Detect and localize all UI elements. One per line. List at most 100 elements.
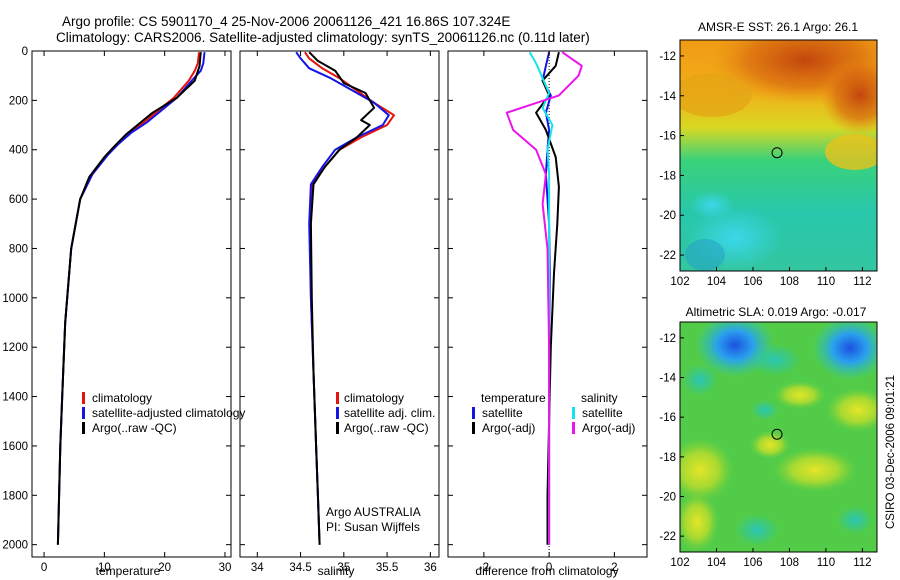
map-x-tick-label: 106 <box>743 276 762 288</box>
sla-map-image <box>680 322 877 552</box>
sla-map-frame <box>679 321 878 553</box>
salinity-legend: climatology satellite adj. clim. Argo(..… <box>336 391 435 435</box>
sla-map-title: Altimetric SLA: 0.019 Argo: -0.017 <box>686 305 867 319</box>
sla-argo-location-marker <box>771 428 783 440</box>
salinity-xlabel: salinity <box>318 564 355 578</box>
y-tick-label: 2000 <box>2 540 28 552</box>
sst-argo-location-marker <box>771 147 783 159</box>
map-y-tick-label: -16 <box>659 131 676 143</box>
y-tick-label: 1600 <box>2 441 28 453</box>
salinity-panel: 34 34.5 35 35.5 36 salinity climatology sate… <box>239 50 440 578</box>
map-y-tick-label: -12 <box>659 51 676 63</box>
x-tick-label: 34 <box>251 562 264 574</box>
legend-swatch-temp-argo <box>472 422 475 434</box>
difference-legend-sal-satellite: satellite <box>582 406 623 420</box>
map-x-tick-label: 108 <box>780 276 799 288</box>
map-y-tick-label: -22 <box>659 250 676 262</box>
map-x-tick-label: 106 <box>743 557 762 569</box>
sst-map-title: AMSR-E SST: 26.1 Argo: 26.1 <box>698 20 858 34</box>
series-line-satellite-adjusted-climatology <box>56 52 206 545</box>
figure-title-line1: Argo profile: CS 5901170_4 25-Nov-2006 2… <box>62 14 510 29</box>
map-y-tick-label: -20 <box>659 210 676 222</box>
legend-swatch-argo <box>82 422 85 434</box>
x-tick-label: 2 <box>611 562 617 574</box>
salinity-legend-climatology: climatology <box>344 391 404 405</box>
sst-map-panel: AMSR-E SST: 26.1 Argo: 26.1 102 104 106 108… <box>659 20 878 288</box>
y-tick-label: 1800 <box>2 490 28 502</box>
map-y-tick-label: -14 <box>659 91 676 103</box>
sst-map-image <box>680 40 877 271</box>
y-tick-label: 200 <box>9 95 28 107</box>
map-x-tick-label: 102 <box>670 276 689 288</box>
y-tick-label: 1000 <box>2 293 28 305</box>
salinity-annotation-line2: PI: Susan Wijffels <box>326 520 420 534</box>
temperature-panel: 0 10 20 30 0 200 400 600 800 1000 1200 1400 1600 1800… <box>2 46 245 578</box>
salinity-legend-argo: Argo(..raw -QC) <box>344 421 429 435</box>
y-tick-label: 0 <box>22 46 28 58</box>
map-x-tick-label: 110 <box>817 557 835 569</box>
y-tick-label: 600 <box>9 194 28 206</box>
y-tick-label: 800 <box>9 243 28 255</box>
map-y-tick-label: -18 <box>659 170 676 182</box>
salinity-axes-frame <box>239 50 440 558</box>
difference-legend-title-temperature: temperature <box>481 391 546 405</box>
map-x-tick-label: 104 <box>707 557 727 569</box>
temperature-legend-climatology: climatology <box>92 391 152 405</box>
figure-title-line2: Climatology: CARS2006. Satellite-adjuste… <box>56 30 590 45</box>
map-x-tick-label: 108 <box>780 557 799 569</box>
legend-swatch-satellite-adjusted <box>82 407 85 419</box>
legend-swatch-climatology <box>336 392 339 404</box>
map-x-tick-label: 102 <box>670 557 689 569</box>
x-tick-label: 10 <box>98 562 111 574</box>
salinity-ticks-group: 34 34.5 35 35.5 36 <box>240 50 439 574</box>
legend-swatch-argo <box>336 422 339 434</box>
map-x-tick-label: 110 <box>817 276 835 288</box>
salinity-legend-satellite-adj: satellite adj. clim. <box>344 406 435 420</box>
legend-swatch-sal-argo <box>572 422 575 434</box>
legend-swatch-sal-satellite <box>572 407 575 419</box>
temperature-series-group <box>56 52 206 545</box>
difference-legend-temp-satellite: satellite <box>482 406 523 420</box>
difference-legend-title-salinity: salinity <box>581 391 618 405</box>
difference-axes-frame <box>447 50 648 558</box>
x-tick-label: 36 <box>424 562 437 574</box>
series-line-satellite-adj-clim <box>295 51 390 545</box>
difference-panel: -2 0 2 difference from climatology tempera… <box>447 50 648 578</box>
difference-series-group <box>505 51 583 557</box>
series-line-salinity-argo-adj <box>505 51 583 545</box>
side-timestamp-label: CSIRO 03-Dec-2006 09:01:21 <box>885 375 897 529</box>
temperature-axes-frame <box>31 50 232 558</box>
x-tick-label: 35.5 <box>376 562 398 574</box>
series-line-argo-raw-qc <box>56 52 202 545</box>
temperature-legend-argo: Argo(..raw -QC) <box>92 421 177 435</box>
map-y-tick-label: -12 <box>659 333 676 345</box>
sla-map-panel: Altimetric SLA: 0.019 Argo: -0.017 102 10… <box>659 305 878 569</box>
series-line-argo-raw-qc <box>308 51 376 545</box>
series-line-climatology <box>56 52 200 545</box>
salinity-annotation-line1: Argo AUSTRALIA <box>326 505 421 519</box>
map-x-tick-label: 112 <box>853 276 871 288</box>
difference-legend: temperature salinity satellite Argo(-adj… <box>472 391 635 435</box>
y-tick-label: 400 <box>9 145 28 157</box>
x-tick-label: 30 <box>219 562 232 574</box>
difference-legend-sal-argo: Argo(-adj) <box>582 421 635 435</box>
x-tick-label: 35 <box>337 562 350 574</box>
temperature-xlabel: temperature <box>96 564 161 578</box>
sla-map-ticks-group: 102 104 106 108 110 112 -12 -14 -16 -18 -20 -22 <box>659 333 871 569</box>
sst-map-ticks-group: 102 104 106 108 110 112 -12 -14 -16 -18 -20 -22 <box>659 51 871 288</box>
legend-swatch-temp-satellite <box>472 407 475 419</box>
salinity-series-group <box>295 51 395 545</box>
y-tick-label: 1400 <box>2 392 28 404</box>
map-y-tick-label: -14 <box>659 373 676 385</box>
temperature-legend: climatology satellite-adjusted climatolo… <box>82 391 245 435</box>
difference-legend-temp-argo: Argo(-adj) <box>482 421 535 435</box>
map-y-tick-label: -20 <box>659 491 676 503</box>
map-y-tick-label: -18 <box>659 452 676 464</box>
difference-ticks-group: -2 0 2 <box>448 50 647 574</box>
map-x-tick-label: 104 <box>707 276 727 288</box>
y-tick-label: 1200 <box>2 342 28 354</box>
legend-swatch-climatology <box>82 392 85 404</box>
x-tick-label: 20 <box>158 562 171 574</box>
x-tick-label: -2 <box>479 562 489 574</box>
